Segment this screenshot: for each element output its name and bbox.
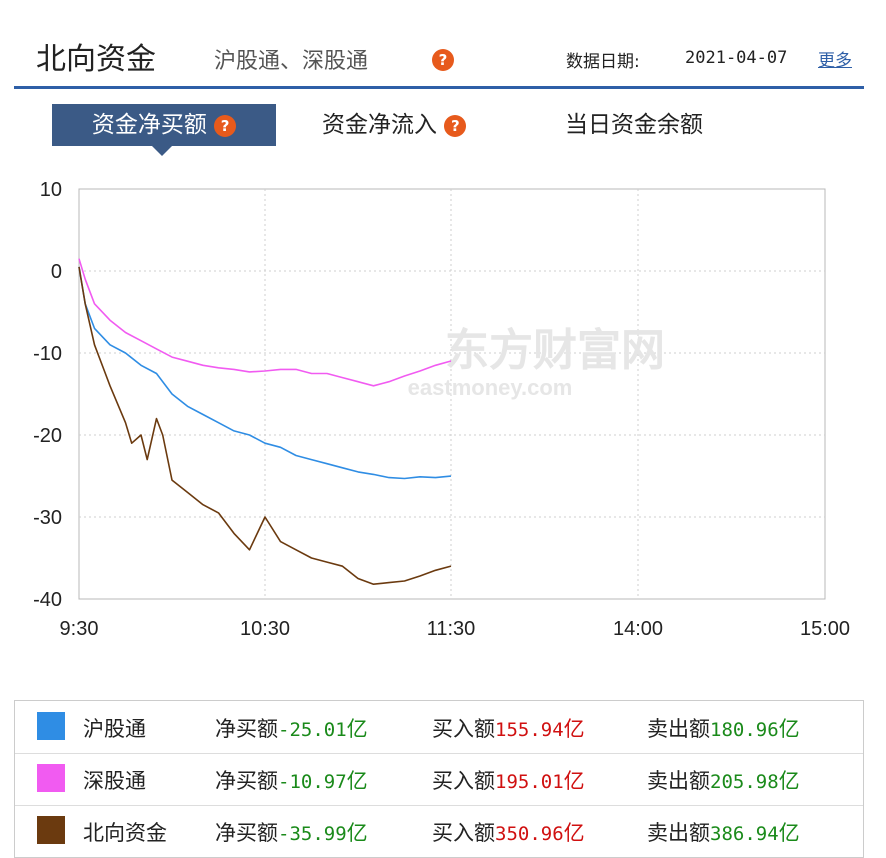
unit: 亿 xyxy=(346,821,368,845)
tab-daily-balance[interactable]: 当日资金余额 xyxy=(565,104,703,146)
legend-row: 北向资金 净买额-35.99亿 买入额350.96亿 卖出额386.94亿 xyxy=(15,805,863,857)
series-name: 沪股通 xyxy=(83,717,146,741)
x-tick-label: 11:30 xyxy=(427,618,476,640)
series-color-swatch xyxy=(37,764,65,792)
page-title: 北向资金 xyxy=(36,42,156,77)
net-buy-cell: 净买额-25.01亿 xyxy=(215,713,368,743)
unit: 亿 xyxy=(563,821,585,845)
sell-label: 卖出额 xyxy=(647,769,710,793)
buy-value: 350.96 xyxy=(495,823,564,845)
net-buy-value: -35.99 xyxy=(278,823,347,845)
watermark-url: eastmoney.com xyxy=(408,375,573,400)
net-buy-cell: 净买额-35.99亿 xyxy=(215,817,368,847)
x-tick-label: 14:00 xyxy=(613,618,663,640)
y-tick-label: 0 xyxy=(51,261,62,283)
x-tick-label: 10:30 xyxy=(240,618,290,640)
net-buy-cell: 净买额-10.97亿 xyxy=(215,765,368,795)
y-tick-label: -40 xyxy=(33,589,62,611)
legend-row: 深股通 净买额-10.97亿 买入额195.01亿 卖出额205.98亿 xyxy=(15,753,863,806)
legend-row: 沪股通 净买额-25.01亿 买入额155.94亿 卖出额180.96亿 xyxy=(15,701,863,754)
unit: 亿 xyxy=(563,769,585,793)
net-buy-label: 净买额 xyxy=(215,769,278,793)
series-name: 北向资金 xyxy=(83,821,167,845)
buy-value: 195.01 xyxy=(495,771,564,793)
unit: 亿 xyxy=(346,769,368,793)
unit: 亿 xyxy=(778,717,800,741)
unit: 亿 xyxy=(778,821,800,845)
buy-label: 买入额 xyxy=(432,769,495,793)
sell-cell: 卖出额205.98亿 xyxy=(647,765,800,795)
legend-table: 沪股通 净买额-25.01亿 买入额155.94亿 卖出额180.96亿 深股通… xyxy=(14,700,864,858)
sell-value: 205.98 xyxy=(710,771,779,793)
more-link[interactable]: 更多 xyxy=(818,51,852,71)
page-subtitle: 沪股通、深股通 xyxy=(214,49,369,74)
help-icon[interactable]: ? xyxy=(444,114,467,137)
help-icon[interactable]: ? xyxy=(214,114,237,137)
y-tick-label: -10 xyxy=(33,343,62,365)
sell-cell: 卖出额386.94亿 xyxy=(647,817,800,847)
watermark-brand: 东方财富网 xyxy=(445,326,665,375)
series-line-深股通 xyxy=(78,258,452,387)
buy-value: 155.94 xyxy=(495,719,564,741)
net-buy-label: 净买额 xyxy=(215,821,278,845)
series-line-沪股通 xyxy=(78,266,452,480)
chart-area: 10 0 -10 -20 -30 -40 9:30 10:30 11:30 14:00 15:00 东… xyxy=(0,170,886,650)
series-line-北向资金 xyxy=(78,266,452,586)
date-label: 数据日期: xyxy=(566,52,640,72)
tab-net-inflow[interactable]: 资金净流入 ? xyxy=(322,104,467,146)
buy-cell: 买入额350.96亿 xyxy=(432,817,585,847)
plot-frame xyxy=(78,188,826,600)
sell-label: 卖出额 xyxy=(647,821,710,845)
x-tick-label: 15:00 xyxy=(800,618,850,640)
date-value: 2021-04-07 xyxy=(685,48,788,68)
unit: 亿 xyxy=(778,769,800,793)
sell-label: 卖出额 xyxy=(647,717,710,741)
buy-label: 买入额 xyxy=(432,821,495,845)
x-tick-label: 9:30 xyxy=(60,618,99,640)
active-tab-pointer xyxy=(152,146,172,156)
series-color-swatch xyxy=(37,816,65,844)
unit: 亿 xyxy=(346,717,368,741)
page-header: 北向资金 沪股通、深股通 ? 数据日期: 2021-04-07 更多 xyxy=(14,14,864,89)
unit: 亿 xyxy=(563,717,585,741)
help-icon[interactable]: ? xyxy=(432,49,454,71)
sell-cell: 卖出额180.96亿 xyxy=(647,713,800,743)
tab-daily-balance-label: 当日资金余额 xyxy=(565,112,703,138)
line-chart: 10 0 -10 -20 -30 -40 9:30 10:30 11:30 14:00 15:00 东… xyxy=(33,179,850,640)
buy-cell: 买入额155.94亿 xyxy=(432,713,585,743)
tab-net-buy-label: 资金净买额 xyxy=(91,112,207,138)
net-buy-label: 净买额 xyxy=(215,717,278,741)
series-color-swatch xyxy=(37,712,65,740)
sell-value: 386.94 xyxy=(710,823,779,845)
net-buy-value: -25.01 xyxy=(278,719,347,741)
y-tick-label: -20 xyxy=(33,425,62,447)
sell-value: 180.96 xyxy=(710,719,779,741)
tab-net-buy[interactable]: 资金净买额 ? xyxy=(52,104,276,156)
y-tick-label: -30 xyxy=(33,507,62,529)
buy-cell: 买入额195.01亿 xyxy=(432,765,585,795)
tab-net-inflow-label: 资金净流入 xyxy=(322,112,437,138)
y-tick-label: 10 xyxy=(40,179,62,201)
net-buy-value: -10.97 xyxy=(278,771,347,793)
series-name: 深股通 xyxy=(83,769,146,793)
buy-label: 买入额 xyxy=(432,717,495,741)
